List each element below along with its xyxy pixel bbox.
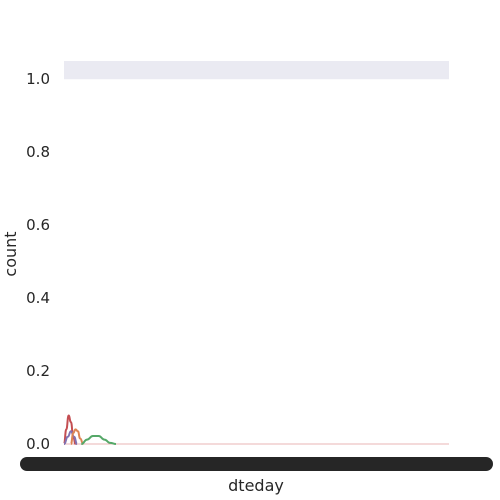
- x-axis-label: dteday: [228, 476, 284, 495]
- y-tick-label: 0.2: [26, 362, 50, 380]
- series-line-2: [63, 430, 78, 445]
- y-tick-label: 0.4: [26, 289, 50, 307]
- y-tick-label: 0.8: [26, 143, 50, 161]
- x-tick-labels-band: [20, 457, 493, 471]
- y-tick-label: 0.6: [26, 216, 50, 234]
- y-tick-label: 1.0: [26, 70, 50, 88]
- series-group: [63, 414, 117, 445]
- y-tick-label: 0.0: [26, 435, 50, 453]
- series-line-4: [81, 434, 117, 445]
- top-band: [64, 61, 449, 80]
- y-tick-labels: 0.0 0.2 0.4 0.6 0.8 1.0: [26, 70, 50, 453]
- series-line-3: [69, 428, 84, 445]
- y-axis-label: count: [1, 231, 20, 276]
